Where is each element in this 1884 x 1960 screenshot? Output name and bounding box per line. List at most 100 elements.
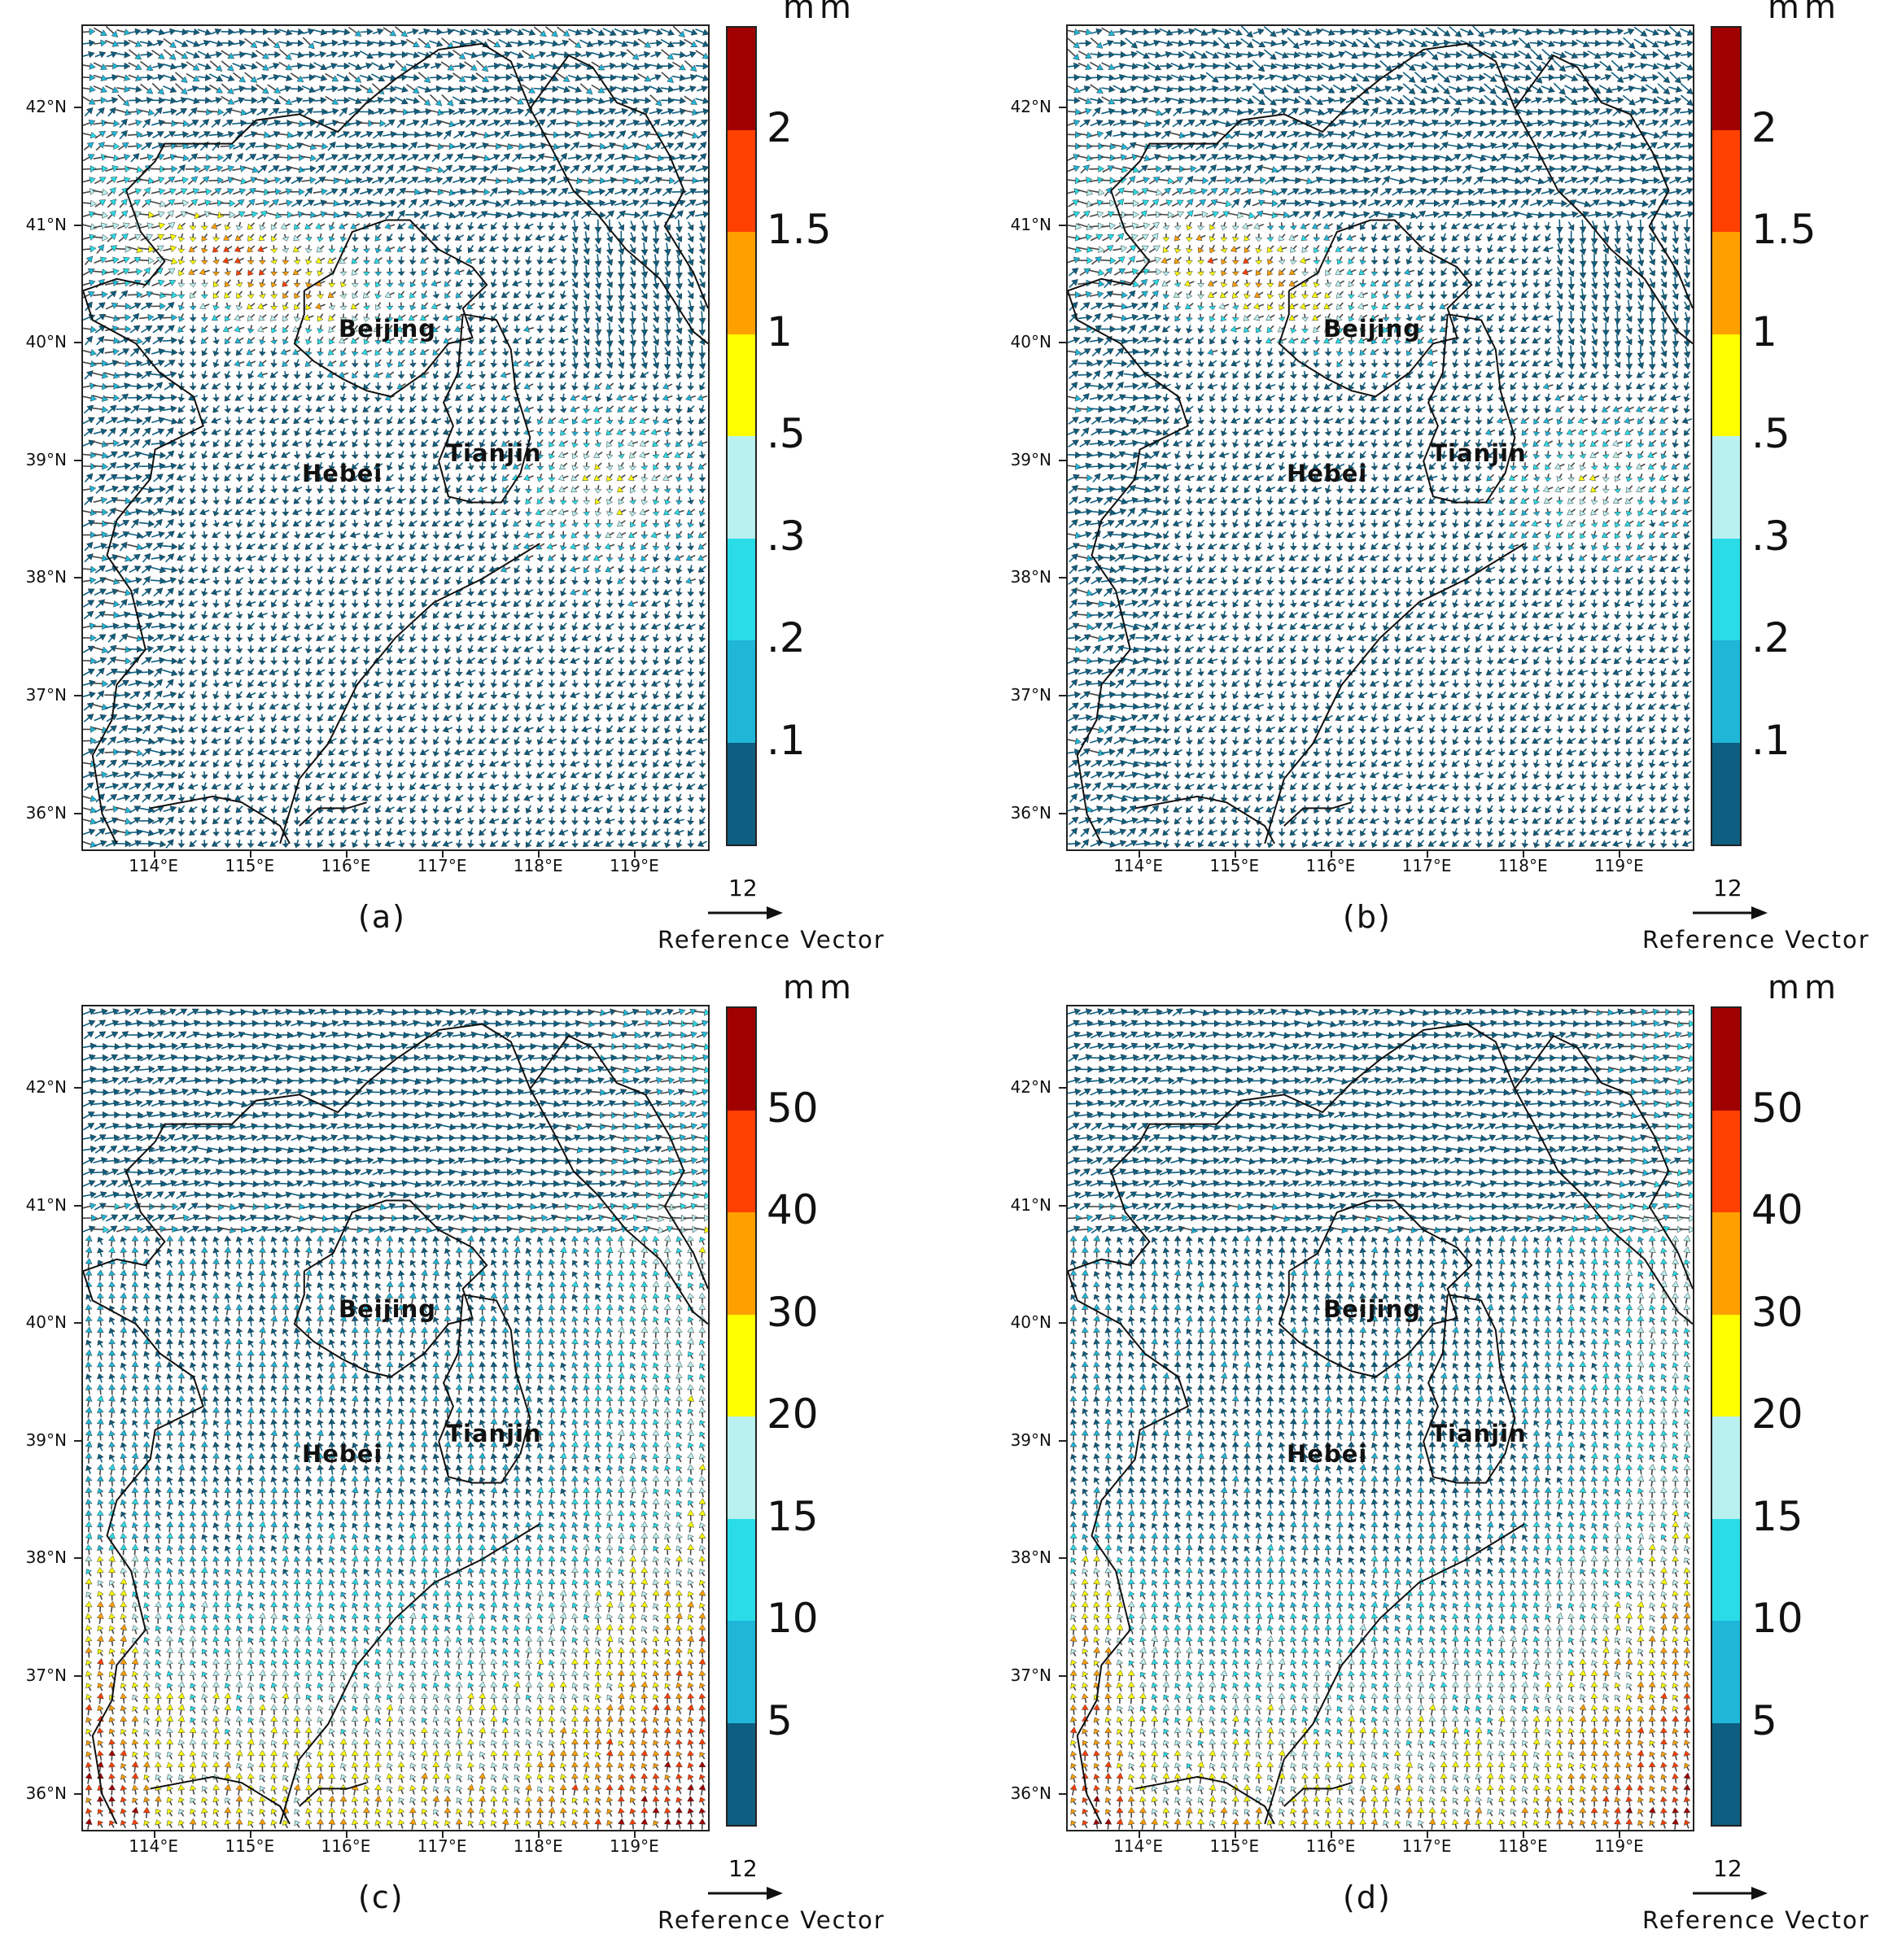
wind-vector-arrowhead (536, 430, 544, 437)
wind-vector-arrowhead (135, 96, 142, 104)
wind-vector-shaft (285, 359, 290, 364)
wind-vector-arrowhead (366, 74, 374, 81)
wind-vector-arrowhead (194, 212, 202, 219)
wind-vector-shaft (572, 231, 576, 238)
wind-vector-shaft (528, 234, 533, 238)
wind-vector-shaft (378, 302, 382, 307)
wind-vector-arrowhead (650, 531, 658, 539)
wind-vector-shaft (689, 370, 693, 375)
wind-vector-arrowhead (536, 282, 544, 288)
wind-vector-shaft (620, 485, 626, 490)
wind-vector-arrowhead (234, 325, 241, 333)
wind-vector-shaft (613, 143, 624, 147)
wind-vector-shaft (452, 40, 461, 45)
wind-vector-shaft (365, 405, 371, 410)
wind-vector-shaft (604, 133, 611, 139)
wind-vector-shaft (528, 383, 534, 387)
wind-vector-shaft (464, 133, 472, 138)
wind-vector-shaft (464, 61, 473, 68)
wind-vector-shaft (579, 76, 588, 80)
wind-vector-shaft (173, 121, 184, 124)
wind-vector-shaft (331, 325, 336, 330)
wind-vector-shaft (295, 530, 298, 535)
wind-vector-shaft (215, 290, 220, 295)
wind-vector-shaft (304, 191, 310, 197)
wind-vector-arrowhead (697, 531, 705, 539)
wind-vector-shaft (331, 233, 334, 238)
wind-vector-shaft (574, 450, 578, 456)
wind-vector-shaft (412, 429, 418, 433)
wind-vector-shaft (400, 417, 406, 421)
wind-vector-arrowhead (100, 428, 108, 435)
wind-vector-arrowhead (260, 210, 268, 218)
wind-vector-shaft (540, 427, 542, 433)
wind-vector-arrowhead (700, 130, 708, 138)
wind-vector-arrowhead (645, 143, 653, 151)
wind-vector-shaft (412, 290, 417, 295)
wind-vector-arrowhead (251, 51, 259, 59)
wind-vector-shaft (273, 290, 275, 295)
wind-vector-shaft (314, 54, 321, 57)
wind-vector-shaft (162, 510, 173, 513)
wind-vector-shaft (435, 382, 439, 387)
wind-vector-arrowhead (663, 488, 671, 494)
wind-vector-shaft (556, 111, 565, 115)
wind-vector-shaft (445, 348, 448, 352)
wind-vector-shaft (313, 62, 322, 68)
wind-vector-arrowhead (571, 373, 579, 380)
wind-vector-arrowhead (216, 130, 225, 138)
wind-vector-shaft (261, 360, 267, 364)
wind-vector-shaft (626, 49, 636, 57)
wind-vector-shaft (632, 311, 634, 319)
wind-vector-shaft (227, 246, 233, 250)
wind-vector-arrowhead (689, 64, 697, 72)
wind-vector-arrowhead (227, 98, 235, 105)
wind-vector-arrowhead (264, 177, 271, 185)
wind-vector-shaft (93, 500, 103, 503)
wind-vector-shaft (129, 202, 137, 207)
wind-vector-shaft (593, 157, 599, 163)
wind-vector-arrowhead (482, 85, 490, 94)
wind-vector-arrowhead (275, 142, 282, 151)
wind-vector-arrowhead (599, 199, 606, 207)
wind-vector-shaft (279, 179, 287, 185)
wind-vector-shaft (365, 439, 368, 444)
wind-vector-arrowhead (527, 62, 535, 70)
wind-vector-shaft (250, 509, 256, 513)
wind-vector-shaft (93, 27, 103, 33)
wind-vector-shaft (278, 133, 288, 136)
wind-vector-arrowhead (386, 260, 394, 265)
wind-vector-shaft (615, 122, 623, 128)
wind-vector-arrowhead (663, 305, 671, 313)
wind-vector-shaft (296, 417, 302, 421)
wind-vector-shaft (227, 393, 232, 399)
wind-vector-shaft (192, 474, 196, 478)
wind-vector-shaft (278, 28, 287, 33)
wind-vector-shaft (603, 145, 611, 150)
wind-vector-shaft (320, 245, 325, 250)
wind-vector-shaft (619, 451, 623, 456)
wind-vector-arrowhead (652, 454, 660, 460)
wind-vector-shaft (434, 542, 437, 547)
wind-vector-arrowhead (259, 430, 266, 437)
wind-vector-shaft (470, 508, 472, 513)
wind-vector-arrowhead (652, 352, 660, 360)
wind-vector-arrowhead (667, 41, 675, 47)
wind-vector-shaft (482, 336, 486, 342)
wind-vector-shaft (528, 532, 534, 536)
wind-vector-arrowhead (136, 371, 144, 379)
wind-vector-arrowhead (645, 119, 652, 127)
wind-vector-shaft (83, 31, 90, 33)
wind-vector-shaft (243, 63, 252, 68)
wind-vector-shaft (475, 145, 484, 150)
wind-vector-arrowhead (562, 211, 570, 218)
wind-vector-arrowhead (363, 534, 370, 539)
wind-vector-arrowhead (414, 211, 422, 219)
wind-vector-shaft (84, 260, 90, 266)
wind-vector-shaft (296, 395, 303, 399)
wind-vector-shaft (447, 382, 450, 387)
wind-vector-shaft (192, 484, 195, 490)
wind-vector-arrowhead (432, 534, 440, 539)
wind-vector-shaft (500, 133, 506, 140)
wind-vector-arrowhead (342, 154, 350, 161)
